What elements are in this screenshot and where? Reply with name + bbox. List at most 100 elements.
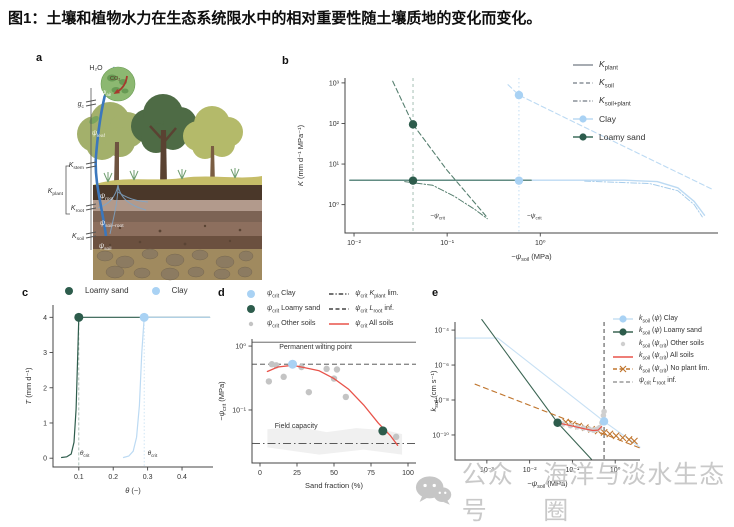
uncertainty-band xyxy=(267,426,403,455)
svg-text:0: 0 xyxy=(258,470,262,477)
panel-d: d Permanent wilting point Field capacity 0… xyxy=(216,283,432,502)
k-soil-clay-dashed xyxy=(507,84,713,190)
panel-b-letter: b xyxy=(282,55,289,67)
axes: 10⁻³ 10⁻² 10⁻¹ 10⁰ 10⁻⁴ 10⁻⁶ 10⁻⁸ 10⁻¹⁰ −ψsoil (… xyxy=(429,322,640,490)
legend-swatch xyxy=(573,64,593,66)
svg-text:25: 25 xyxy=(293,470,301,477)
legend-label: ksoil (ψ) Clay xyxy=(639,314,678,324)
axes: 0.1 0.2 0.3 0.4 0 1 2 3 4 θ (−) T (mm d⁻¹) xyxy=(24,305,213,495)
svg-text:Permanent wilting point: Permanent wilting point xyxy=(279,344,352,351)
legend-item: Kplant xyxy=(572,56,645,74)
svg-text:10⁻¹⁰: 10⁻¹⁰ xyxy=(432,431,449,439)
panel-e: e 10⁻³ 10⁻² 10⁻¹ 10⁰ 10⁻⁴ 10⁻⁶ 10⁻⁸ 10⁻¹⁰ −ψsoil… xyxy=(429,283,734,502)
k-soil-clay-line xyxy=(454,337,641,448)
y-axis-label: K (mm d⁻¹ MPa⁻¹) xyxy=(296,124,305,186)
loamy-sand-point xyxy=(553,418,562,427)
wechat-icon xyxy=(415,476,452,505)
legend-item: ψcrit All soils xyxy=(328,316,398,331)
panel-e-letter: e xyxy=(432,287,439,299)
svg-text:2: 2 xyxy=(43,385,47,392)
x-axis-label: −ψsoil (MPa) xyxy=(527,479,568,490)
watermark-text-2: 海洋与淡水生态圈 xyxy=(543,461,726,525)
svg-text:0: 0 xyxy=(43,456,47,463)
legend-item: Ksoil xyxy=(572,74,645,92)
theta-crit-label-clay: θcrit xyxy=(148,450,158,458)
legend-label: ψcrit Clay xyxy=(267,287,296,300)
psi-leaf-label: ψleaf xyxy=(92,130,106,139)
clay-points xyxy=(514,90,524,185)
axes: 10⁻² 10⁻¹ 10⁰ 10⁰ 10¹ 10² 10³ −ψsoil (MPa) K (mm… xyxy=(296,78,718,263)
k-plant-label: Kplant xyxy=(48,188,64,197)
legend-item: ψcrit Lroot inf. xyxy=(328,301,398,316)
svg-text:0.2: 0.2 xyxy=(108,474,118,481)
legend-label: Kplant xyxy=(599,58,618,72)
panel-b: b −ψcrit −ψcrit 10⁻² 10⁻¹ 10⁰ 10⁰ 10¹ 10² 10³ −ψs… xyxy=(268,46,734,284)
legend-swatch xyxy=(573,115,593,123)
svg-text:10²: 10² xyxy=(329,121,340,128)
legend-label: ksoil (ψcrit) All soils xyxy=(639,352,694,362)
svg-text:4: 4 xyxy=(43,315,47,322)
legend-item: Clay xyxy=(145,284,188,297)
svg-text:10¹: 10¹ xyxy=(329,162,340,169)
panel-d-legend: ψcrit Clay ψcrit Loamy sand ψcrit Other so… xyxy=(240,286,399,331)
leaf-cross-section xyxy=(100,66,136,102)
legend-label: Ksoil xyxy=(599,76,614,90)
svg-text:10⁻²: 10⁻² xyxy=(523,467,537,474)
tree-canopies xyxy=(77,94,243,160)
grass-tufts xyxy=(103,168,240,183)
legend-item: ksoil (ψcrit) All soils xyxy=(612,351,709,364)
legend-label: ψcrit Lroot inf. xyxy=(355,302,394,315)
legend-label: ksoil (ψcrit) Other soils xyxy=(639,339,704,349)
svg-text:10⁻⁴: 10⁻⁴ xyxy=(435,328,450,335)
legend-item: Ksoil+plant xyxy=(572,92,645,110)
legend-swatch xyxy=(613,315,633,323)
svg-text:10⁻⁶: 10⁻⁶ xyxy=(435,363,449,370)
svg-text:75: 75 xyxy=(367,470,375,477)
panel-d-chart: Permanent wilting point Field capacity 0 25… xyxy=(217,339,416,490)
clay-point xyxy=(139,312,149,322)
svg-text:100: 100 xyxy=(402,470,414,477)
svg-text:10⁰: 10⁰ xyxy=(235,343,246,351)
k-soil-plant-loamy-sand-dashdot xyxy=(404,181,488,220)
clay-point xyxy=(599,417,609,426)
legend-swatch xyxy=(613,328,633,336)
svg-text:0.4: 0.4 xyxy=(177,474,187,481)
axes: 0 25 50 75 100 10⁰ 10⁻¹ Sand fraction (%) −ψcrit… xyxy=(217,339,416,490)
legend-item: ψcrit Loamy sand xyxy=(240,301,320,316)
legend-swatch xyxy=(329,322,350,325)
legend-label: ψcrit Loamy sand xyxy=(267,302,321,315)
psi-crit-label-clay: −ψcrit xyxy=(527,213,542,221)
loamy-sand-point xyxy=(74,312,84,322)
svg-text:10⁻³: 10⁻³ xyxy=(480,467,494,474)
svg-text:10⁰: 10⁰ xyxy=(328,201,339,209)
y-axis-label: −ψcrit (MPa) xyxy=(217,381,228,421)
legend-item: ksoil (ψ) Loamy sand xyxy=(612,326,709,339)
panel-b-legend: Kplant Ksoil Ksoil+plant Clay Loamy sand xyxy=(572,56,645,146)
legend-item: ksoil (ψ) Clay xyxy=(612,313,709,326)
legend-item: ψcrit Clay xyxy=(240,286,320,301)
pwp-label: Permanent wilting point xyxy=(279,344,352,351)
panel-c-letter: c xyxy=(22,287,29,299)
water-flux-arrow xyxy=(94,66,115,237)
pebbles xyxy=(96,248,254,281)
tree-trunks xyxy=(114,125,215,185)
panel-a-labels: H₂O CO₂ ψair gc ψleaf Kstem Kplant Kroot… xyxy=(48,65,125,252)
k-soil-plant-clay-dashdot xyxy=(584,180,703,218)
legend-item: ψcrit Other soils xyxy=(240,316,320,331)
legend-swatch xyxy=(620,342,626,347)
svg-text:3: 3 xyxy=(43,350,47,357)
legend-item: ksoil (ψcrit) No plant lim. xyxy=(612,363,709,376)
legend-label: ψcrit Lroot inf. xyxy=(639,377,677,387)
h2o-label: H₂O xyxy=(89,65,103,72)
svg-text:0.1: 0.1 xyxy=(74,474,84,481)
legend-label: ψcrit Kplant lim. xyxy=(355,287,399,300)
watermark: 公众号 海洋与淡水生态圈 xyxy=(415,455,734,527)
svg-text:10⁻²: 10⁻² xyxy=(347,240,361,247)
panel-b-chart: −ψcrit −ψcrit 10⁻² 10⁻¹ 10⁰ 10⁰ 10¹ 10² 10³ −ψsoi… xyxy=(296,78,718,263)
legend-swatch xyxy=(65,286,73,295)
legend-swatch xyxy=(613,356,633,358)
legend-swatch xyxy=(573,133,593,141)
svg-text:Field capacity: Field capacity xyxy=(275,423,318,430)
svg-text:50: 50 xyxy=(330,470,338,477)
svg-text:10⁰: 10⁰ xyxy=(535,239,546,247)
